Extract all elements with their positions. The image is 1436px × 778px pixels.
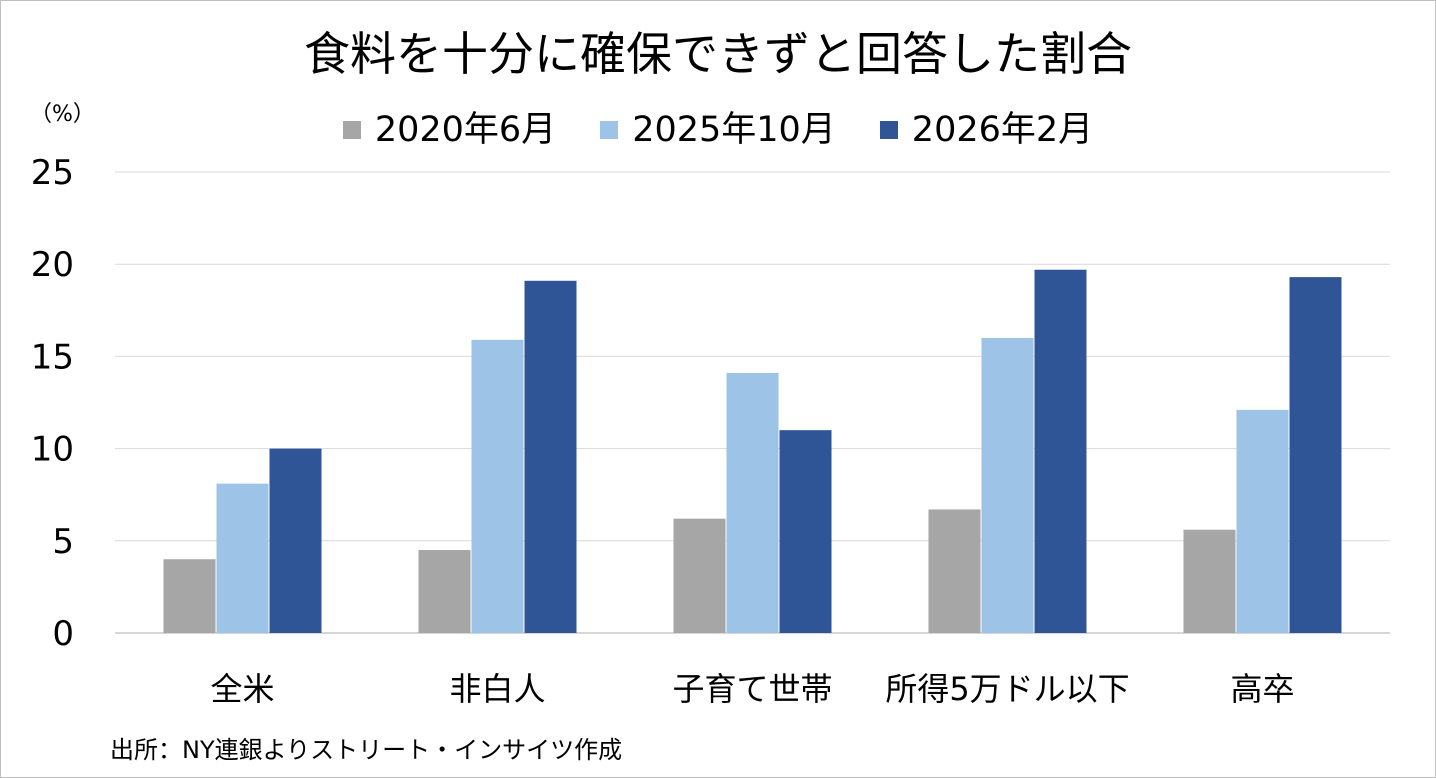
- legend-item: 2020年6月: [342, 108, 557, 152]
- bar: [216, 483, 269, 633]
- source-note: 出所：NY連銀よりストリート・インサイツ作成: [110, 736, 623, 764]
- y-tick-label: 10: [31, 430, 74, 470]
- x-category-label: 非白人: [449, 670, 545, 708]
- bar: [928, 509, 981, 633]
- bar: [163, 559, 216, 633]
- x-category-label: 全米: [210, 670, 274, 708]
- legend-label: 2020年6月: [374, 110, 557, 150]
- bar: [418, 550, 471, 633]
- legend: 2020年6月 2025年10月 2026年2月: [0, 108, 1436, 152]
- x-category-label: 高卒: [1230, 670, 1294, 708]
- bar: [471, 339, 524, 633]
- bar: [779, 430, 832, 633]
- y-axis-unit: （%）: [30, 102, 95, 127]
- bar: [1289, 277, 1342, 633]
- chart-title: 食料を十分に確保できずと回答した割合: [304, 27, 1132, 81]
- legend-swatch: [600, 121, 619, 139]
- legend-item: 2025年10月: [600, 108, 836, 152]
- y-tick-label: 20: [31, 245, 74, 285]
- legend-item: 2026年2月: [879, 108, 1094, 152]
- bar: [1236, 409, 1289, 633]
- y-tick-label: 0: [52, 614, 74, 654]
- x-category-label: 所得5万ドル以下: [885, 670, 1129, 708]
- legend-swatch: [342, 121, 361, 139]
- bar: [1034, 269, 1087, 633]
- bar: [726, 372, 779, 633]
- x-category-label: 子育て世帯: [672, 670, 832, 708]
- legend-label: 2026年2月: [911, 110, 1094, 150]
- bar: [269, 448, 322, 633]
- bar: [524, 280, 577, 633]
- legend-label: 2025年10月: [632, 110, 836, 150]
- y-tick-label: 25: [31, 153, 74, 193]
- bar: [673, 518, 726, 633]
- y-tick-label: 15: [31, 337, 74, 377]
- legend-swatch: [879, 121, 898, 139]
- bar: [981, 337, 1034, 633]
- bar: [1183, 529, 1236, 633]
- y-tick-label: 5: [52, 522, 74, 562]
